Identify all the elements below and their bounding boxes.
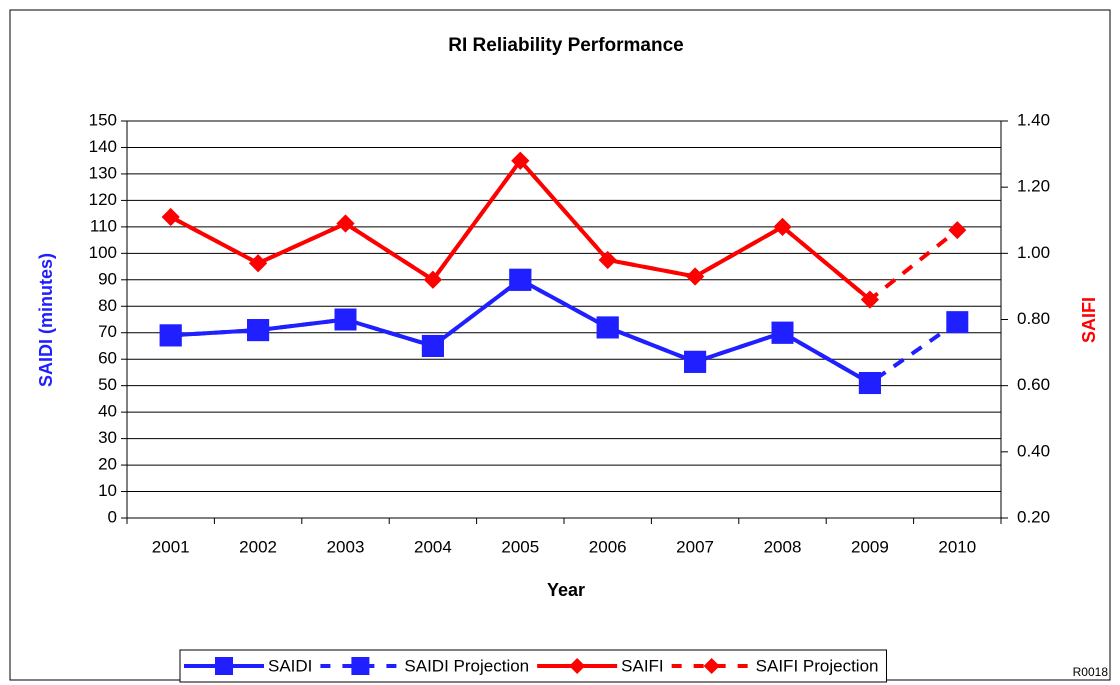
diamond-marker (336, 214, 355, 233)
legend-marker (703, 658, 720, 674)
x-tick-label: 2002 (239, 537, 277, 556)
diamond-marker (511, 151, 530, 170)
y2-tick-label: 1.00 (1017, 243, 1050, 262)
y-tick-label: 110 (90, 216, 117, 235)
x-tick-label: 2004 (414, 537, 452, 556)
y2-axis-title: SAIFI (1079, 297, 1099, 343)
square-marker (421, 334, 444, 357)
square-marker (247, 319, 270, 342)
y-tick-label: 80 (98, 296, 117, 315)
x-tick-label: 2007 (676, 537, 714, 556)
y-tick-label: 100 (89, 243, 117, 262)
y-tick-label: 130 (89, 163, 117, 182)
legend-label: SAIDI (268, 656, 312, 675)
square-marker (334, 308, 357, 331)
legend-marker (351, 657, 370, 675)
chart-title: RI Reliability Performance (448, 35, 683, 56)
y-tick-label: 40 (98, 402, 117, 421)
y-tick-label: 90 (98, 269, 117, 288)
y-tick-label: 10 (98, 481, 117, 500)
square-marker (596, 316, 619, 339)
chart-border (9, 9, 1111, 681)
y-axis-title: SAIDI (minutes) (36, 253, 56, 387)
diamond-marker (948, 221, 967, 240)
legend-marker (569, 658, 586, 674)
y-tick-label: 70 (98, 322, 117, 341)
y2-tick-label: 0.60 (1017, 375, 1050, 394)
diamond-marker (423, 270, 442, 289)
diamond-marker (249, 254, 268, 273)
y-tick-label: 120 (89, 190, 117, 209)
square-marker (858, 372, 881, 395)
diamond-marker (860, 290, 879, 309)
diamond-marker (161, 207, 180, 226)
y2-tick-label: 0.20 (1017, 507, 1050, 526)
y2-tick-label: 1.20 (1017, 177, 1050, 196)
y2-tick-label: 1.40 (1017, 110, 1050, 129)
y-tick-label: 20 (98, 455, 117, 474)
square-marker (684, 350, 707, 373)
y-tick-label: 150 (89, 110, 117, 129)
x-tick-label: 2005 (501, 537, 539, 556)
legend-label: SAIFI (621, 656, 664, 675)
x-axis-title: Year (547, 580, 585, 600)
y-tick-label: 0 (108, 507, 117, 526)
y-tick-label: 140 (89, 137, 117, 156)
y-tick-label: 50 (98, 375, 117, 394)
y2-tick-label: 0.80 (1017, 309, 1050, 328)
y-tick-label: 30 (98, 428, 117, 447)
square-marker (509, 268, 532, 291)
diamond-marker (686, 267, 705, 286)
legend-label: SAIDI Projection (404, 656, 529, 675)
legend: SAIDI SAIDI Projection SAIFI SAIFI Projecti… (179, 649, 887, 683)
square-marker (771, 321, 794, 344)
x-tick-label: 2006 (589, 537, 627, 556)
x-tick-label: 2008 (764, 537, 802, 556)
x-tick-label: 2009 (851, 537, 889, 556)
diamond-marker (773, 217, 792, 236)
square-marker (159, 324, 182, 347)
y-tick-label: 60 (98, 349, 117, 368)
x-tick-label: 2010 (938, 537, 976, 556)
x-tick-label: 2003 (327, 537, 365, 556)
footer-code: R0018 (1073, 665, 1109, 679)
legend-marker (215, 657, 233, 675)
diamond-marker (598, 250, 617, 269)
legend-label: SAIFI Projection (756, 656, 879, 675)
square-marker (946, 311, 969, 334)
x-tick-label: 2001 (152, 537, 190, 556)
y2-tick-label: 0.40 (1017, 441, 1050, 460)
legend-box (179, 649, 887, 683)
